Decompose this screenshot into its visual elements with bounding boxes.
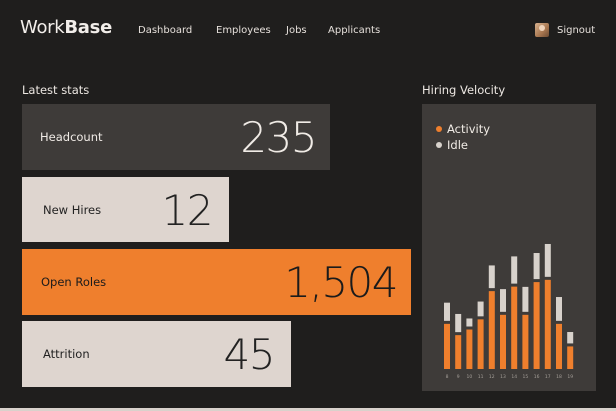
legend-activity-dot xyxy=(436,126,442,132)
bar-idle-16 xyxy=(533,253,540,280)
bar-activity-16 xyxy=(533,282,540,369)
stat-value: 12 xyxy=(161,186,214,235)
bar-idle-17 xyxy=(544,243,551,277)
x-tick-label: 10 xyxy=(467,374,473,380)
bar-activity-8 xyxy=(444,323,450,369)
bar-idle-10 xyxy=(466,318,473,327)
stat-label: Attrition xyxy=(43,347,90,361)
stat-card-open-roles[interactable]: Open Roles 1,504 xyxy=(22,249,411,315)
stat-value: 45 xyxy=(223,330,276,379)
user-menu[interactable]: Signout xyxy=(535,23,595,37)
stats-title: Latest stats xyxy=(22,83,90,97)
x-tick-label: 11 xyxy=(478,374,484,380)
brand-logo[interactable]: WorkBase xyxy=(20,17,112,38)
stat-label: Open Roles xyxy=(41,275,107,289)
bar-idle-18 xyxy=(556,297,562,321)
x-tick-label: 16 xyxy=(534,374,540,380)
signout-link[interactable]: Signout xyxy=(557,24,596,36)
legend-activity: Activity xyxy=(436,122,490,136)
stat-value: 1,504 xyxy=(284,258,398,307)
x-tick-label: 8 xyxy=(446,374,449,380)
bar-activity-11 xyxy=(477,319,484,369)
bar-activity-10 xyxy=(466,329,473,369)
nav-dashboard[interactable]: Dashboard xyxy=(138,25,193,36)
x-tick-label: 9 xyxy=(457,374,460,380)
hiring-velocity-title: Hiring Velocity xyxy=(422,83,506,97)
nav-employees[interactable]: Employees xyxy=(216,25,271,36)
bar-idle-14 xyxy=(511,256,518,284)
stat-label: New Hires xyxy=(43,203,102,217)
stat-label: Headcount xyxy=(40,130,103,144)
x-tick-label: 19 xyxy=(567,374,573,380)
legend-idle-dot xyxy=(436,142,442,148)
legend-idle-label: Idle xyxy=(447,138,468,152)
hiring-velocity-panel: Activity Idle 8 9 10 11 12 13 14 15 16 17 18 19 xyxy=(422,104,596,391)
x-tick-label: 13 xyxy=(500,374,506,380)
stat-card-new-hires[interactable]: New Hires 12 xyxy=(22,177,229,242)
stat-card-attrition[interactable]: Attrition 45 xyxy=(22,321,291,387)
brand-logo-part2: Base xyxy=(64,17,112,38)
brand-logo-part1: Work xyxy=(20,17,65,38)
bar-activity-19 xyxy=(567,346,574,369)
bar-activity-13 xyxy=(500,314,506,369)
bar-idle-15 xyxy=(522,286,529,312)
x-tick-label: 17 xyxy=(545,374,551,380)
bottom-divider xyxy=(0,408,616,411)
x-tick-label: 12 xyxy=(489,374,495,380)
bar-idle-11 xyxy=(477,301,484,317)
bar-idle-8 xyxy=(444,302,450,321)
bar-idle-9 xyxy=(455,313,462,333)
nav-applicants[interactable]: Applicants xyxy=(328,25,381,36)
stat-value: 235 xyxy=(240,113,317,162)
bar-idle-19 xyxy=(567,332,574,344)
avatar[interactable] xyxy=(535,23,549,37)
hiring-velocity-chart: 8 9 10 11 12 13 14 15 16 17 18 19 xyxy=(444,243,574,380)
legend-activity-label: Activity xyxy=(447,122,491,136)
x-tick-label: 15 xyxy=(523,374,529,380)
bar-activity-12 xyxy=(488,291,495,369)
bar-activity-18 xyxy=(556,323,562,369)
bar-activity-14 xyxy=(511,286,518,369)
bar-activity-17 xyxy=(544,279,551,369)
bar-idle-12 xyxy=(488,265,495,289)
top-bar: WorkBase Dashboard Employees Jobs Applic… xyxy=(0,0,616,62)
x-tick-label: 14 xyxy=(511,374,517,380)
bar-idle-13 xyxy=(500,289,506,312)
bar-activity-9 xyxy=(455,335,462,369)
legend-idle: Idle xyxy=(436,138,468,152)
bar-activity-15 xyxy=(522,314,529,369)
stat-card-headcount[interactable]: Headcount 235 xyxy=(22,104,330,170)
x-tick-label: 18 xyxy=(556,374,562,380)
nav-jobs[interactable]: Jobs xyxy=(286,25,307,36)
